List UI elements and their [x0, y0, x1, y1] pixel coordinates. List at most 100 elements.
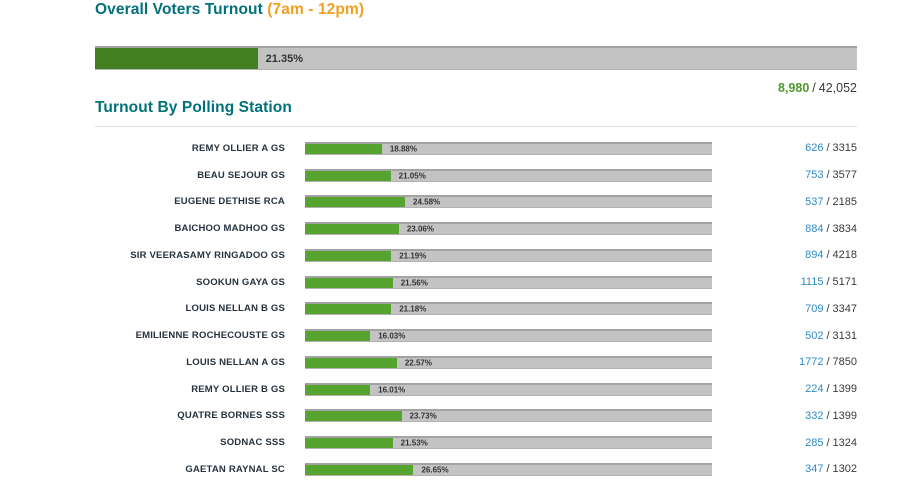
- station-counts: 709/3347: [712, 303, 857, 315]
- station-percent-label: 23.73%: [409, 411, 437, 421]
- station-progress-fill: [305, 357, 397, 368]
- station-counts-separator: /: [826, 329, 830, 342]
- station-counts: 285/1324: [712, 437, 857, 449]
- station-name: REMY OLLIER B GS: [191, 383, 285, 395]
- station-percent-label: 26.65%: [421, 465, 449, 475]
- station-name: LOUIS NELLAN A GS: [186, 356, 285, 368]
- station-progress-fill: [305, 304, 392, 315]
- station-row: EMILIENNE ROCHECOUSTE GS 16.03% 502/3131: [95, 322, 857, 349]
- station-progressbar: 21.19%: [305, 248, 712, 262]
- station-registered-count: 1399: [832, 383, 857, 396]
- station-counts: 347/1302: [712, 463, 857, 475]
- station-counts-separator: /: [826, 195, 830, 208]
- dashboard: Overall Voters Turnout (7am - 12pm) 21.3…: [95, 0, 857, 497]
- station-voted-count: 626: [805, 142, 824, 155]
- section-title: Turnout By Polling Station: [95, 99, 292, 116]
- station-counts-separator: /: [826, 276, 830, 289]
- station-name: LOUIS NELLAN B GS: [185, 303, 285, 315]
- station-voted-count: 537: [805, 195, 824, 208]
- station-name: EUGENE DETHISE RCA: [174, 196, 285, 208]
- station-registered-count: 3577: [832, 169, 857, 182]
- station-progress-fill: [305, 224, 399, 235]
- station-registered-count: 3347: [832, 302, 857, 315]
- station-name: SIR VEERASAMY RINGADOO GS: [130, 249, 285, 261]
- station-progressbar: 21.18%: [305, 302, 712, 316]
- station-percent-label: 16.03%: [378, 331, 406, 341]
- station-name: BEAU SEJOUR GS: [197, 169, 285, 181]
- station-row: GAETAN RAYNAL SC 26.65% 347/1302: [95, 456, 857, 483]
- station-progress-fill: [305, 197, 406, 208]
- station-counts-separator: /: [826, 302, 830, 315]
- station-progress-fill: [305, 464, 414, 475]
- overall-progressbar: 21.35%: [95, 46, 857, 70]
- station-name: QUATRE BORNES SSS: [177, 410, 285, 422]
- overall-turnout-title: Overall Voters Turnout: [95, 1, 263, 18]
- station-counts-separator: /: [826, 383, 830, 396]
- station-voted-count: 285: [805, 436, 824, 449]
- station-counts: 753/3577: [712, 169, 857, 181]
- station-counts-separator: /: [826, 463, 830, 476]
- station-progressbar: 21.53%: [305, 436, 712, 450]
- station-counts: 502/3131: [712, 330, 857, 342]
- station-counts-separator: /: [826, 142, 830, 155]
- station-voted-count: 1115: [800, 276, 824, 289]
- station-name: SOOKUN GAYA GS: [196, 276, 285, 288]
- station-voted-count: 753: [805, 169, 824, 182]
- station-counts: 884/3834: [712, 223, 857, 235]
- station-voted-count: 332: [805, 409, 824, 422]
- overall-counts-separator: /: [812, 81, 816, 95]
- station-registered-count: 3834: [832, 222, 857, 235]
- station-row: REMY OLLIER B GS 16.01% 224/1399: [95, 376, 857, 403]
- overall-voted-count: 8,980: [778, 81, 810, 95]
- station-voted-count: 1772: [798, 356, 824, 369]
- station-progressbar: 23.06%: [305, 222, 712, 236]
- station-progressbar: 22.57%: [305, 355, 712, 369]
- time-range-label: (7am - 12pm): [267, 1, 365, 18]
- station-progressbar: 21.05%: [305, 168, 712, 182]
- station-counts: 537/2185: [712, 196, 857, 208]
- station-progressbar: 24.58%: [305, 195, 712, 209]
- station-counts-separator: /: [826, 409, 830, 422]
- station-registered-count: 3315: [832, 142, 857, 155]
- station-registered-count: 1302: [832, 463, 857, 476]
- station-row: BEAU SEJOUR GS 21.05% 753/3577: [95, 162, 857, 189]
- station-row: QUATRE BORNES SSS 23.73% 332/1399: [95, 403, 857, 430]
- station-progress-fill: [305, 250, 392, 261]
- station-progressbar: 18.88%: [305, 141, 712, 155]
- station-row: EUGENE DETHISE RCA 24.58% 537/2185: [95, 189, 857, 216]
- station-registered-count: 4218: [832, 249, 857, 262]
- station-percent-label: 21.53%: [400, 438, 428, 448]
- overall-counts: 8,980/42,052: [778, 81, 857, 95]
- page-title: Overall Voters Turnout (7am - 12pm): [95, 1, 364, 19]
- station-percent-label: 21.19%: [399, 251, 427, 261]
- station-percent-label: 23.06%: [406, 224, 434, 234]
- station-counts-separator: /: [826, 222, 830, 235]
- station-registered-count: 3131: [832, 329, 857, 342]
- station-progressbar: 21.56%: [305, 275, 712, 289]
- overall-progress-fill: [95, 48, 258, 69]
- station-row: SIR VEERASAMY RINGADOO GS 21.19% 894/421…: [95, 242, 857, 269]
- station-progressbar: 23.73%: [305, 409, 712, 423]
- station-name: GAETAN RAYNAL SC: [185, 463, 285, 475]
- section-divider: [95, 126, 857, 127]
- station-counts: 332/1399: [712, 410, 857, 422]
- station-row: REMY OLLIER A GS 18.88% 626/3315: [95, 135, 857, 162]
- station-counts: 1115/5171: [712, 276, 857, 288]
- station-progressbar: 16.03%: [305, 329, 712, 343]
- station-registered-count: 2185: [832, 195, 857, 208]
- station-name: BAICHOO MADHOO GS: [174, 223, 285, 235]
- station-percent-label: 22.57%: [404, 358, 432, 368]
- station-voted-count: 224: [805, 383, 824, 396]
- station-voted-count: 709: [805, 302, 824, 315]
- station-progress-fill: [305, 331, 371, 342]
- overall-registered-count: 42,052: [818, 81, 857, 95]
- station-progress-fill: [305, 277, 393, 288]
- station-progress-fill: [305, 438, 393, 449]
- station-voted-count: 894: [805, 249, 824, 262]
- station-registered-count: 7850: [832, 356, 857, 369]
- station-voted-count: 884: [805, 222, 824, 235]
- station-name: REMY OLLIER A GS: [191, 142, 285, 154]
- station-counts: 1772/7850: [712, 356, 857, 368]
- station-counts: 894/4218: [712, 249, 857, 261]
- station-registered-count: 5171: [832, 276, 857, 289]
